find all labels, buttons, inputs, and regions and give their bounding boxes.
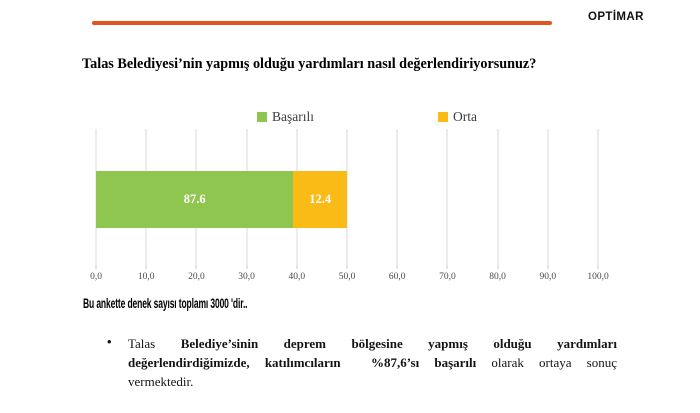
- legend-label: Başarılı: [272, 109, 314, 124]
- axis-tick: [597, 265, 599, 269]
- conclusion-line-2: değerlendirdiğimizde, katılımcıların %87…: [128, 353, 617, 372]
- legend-item-orta: Orta: [438, 108, 477, 126]
- stacked-bar: 87.6 12.4: [96, 171, 598, 228]
- legend-swatch-orange: [438, 112, 448, 122]
- axis-tick: [346, 265, 348, 269]
- sample-size-note-text: Bu ankette denek sayısı toplamı 3000 'di…: [83, 296, 248, 311]
- x-tick-label: 50,0: [338, 272, 356, 282]
- x-tick-label: 30,0: [238, 272, 255, 282]
- text-bold: Belediye’sinin deprem bölgesine yapmış o…: [180, 336, 617, 351]
- axis-tick: [296, 265, 298, 269]
- gridline: [497, 129, 499, 265]
- x-tick-label: 60,0: [388, 272, 406, 282]
- text-bold: değerlendirdiğimizde, katılımcıların: [128, 355, 341, 370]
- sample-size-note: Bu ankette denek sayısı toplamı 3000 'di…: [83, 295, 344, 313]
- x-tick-label: 90,0: [539, 272, 557, 282]
- header-accent-rule: [92, 21, 552, 25]
- x-tick-label: 20,0: [188, 272, 205, 282]
- brand-logo-text: OPTİMAR: [588, 11, 644, 23]
- text-bold: %87,6’sı başarılı: [370, 355, 477, 370]
- conclusion-line-1: Talas Belediye’sinin deprem bölgesine ya…: [128, 334, 617, 353]
- axis-tick: [145, 265, 147, 269]
- x-tick-label: 100,0: [587, 272, 609, 282]
- x-axis: 0,0 10,0 20,0 30,0 40,0 50,0 60,0 70,0 80,0 90,0 1…: [90, 265, 609, 287]
- bar-value-label: 87.6: [183, 192, 206, 206]
- axis-tick: [547, 265, 549, 269]
- gridline: [547, 129, 549, 265]
- conclusion-paragraph: • Talas Belediye’sinin deprem bölgesine …: [107, 334, 617, 391]
- x-tick-label: 80,0: [489, 272, 506, 282]
- axis-tick: [396, 265, 398, 269]
- bullet-icon: •: [107, 334, 112, 349]
- question-title: Talas Belediyesi’nin yapmış olduğu yardı…: [82, 56, 537, 72]
- axis-tick: [95, 265, 97, 269]
- legend-label: Orta: [453, 109, 477, 124]
- legend-item-basarili: Başarılı: [257, 108, 314, 126]
- axis-tick: [497, 265, 499, 269]
- gridline: [446, 129, 448, 265]
- x-tick-label: 10,0: [137, 272, 155, 282]
- legend-swatch-green: [257, 112, 267, 122]
- plot-area: 87.6 12.4: [95, 129, 599, 265]
- gridline: [396, 129, 398, 265]
- x-tick-label: 40,0: [288, 272, 306, 282]
- text-regular: olarak ortaya sonuç: [491, 355, 618, 370]
- bar-segment-orta: 12.4: [293, 171, 347, 228]
- x-tick-label: 70,0: [439, 272, 456, 282]
- text-regular: Talas: [128, 336, 156, 351]
- gridline: [597, 129, 599, 265]
- axis-tick: [195, 265, 197, 269]
- axis-tick: [446, 265, 448, 269]
- gridline: [346, 129, 348, 265]
- bar-segment-basarili: 87.6: [96, 171, 294, 228]
- axis-tick: [246, 265, 248, 269]
- bar-value-label: 12.4: [309, 192, 332, 206]
- x-tick-label: 0,0: [90, 272, 102, 282]
- text-regular: vermektedir.: [128, 374, 194, 389]
- conclusion-line-3: vermektedir.: [128, 372, 617, 391]
- conclusion-text: Talas Belediye’sinin deprem bölgesine ya…: [128, 334, 617, 391]
